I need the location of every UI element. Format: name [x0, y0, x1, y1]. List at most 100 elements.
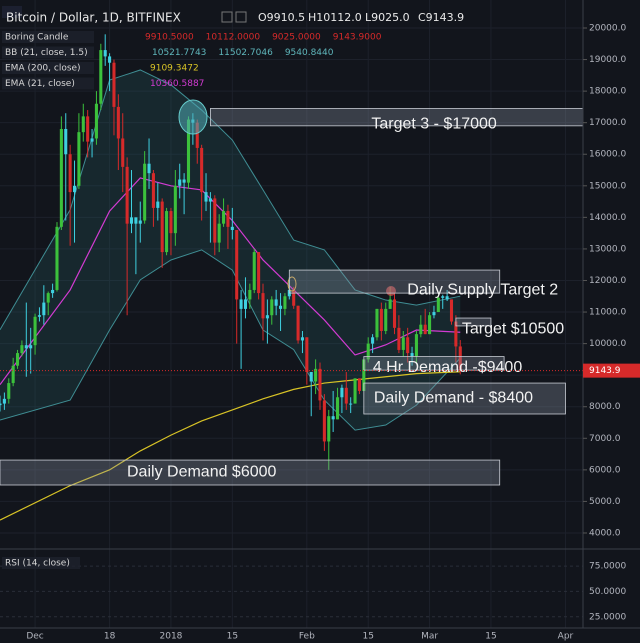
candle-body: [103, 50, 107, 57]
candle-body: [108, 56, 112, 63]
candle-body: [20, 345, 24, 354]
candle-body: [327, 416, 331, 442]
candle-body: [296, 305, 300, 341]
candle-body: [46, 293, 50, 303]
y-tick-label: 16000.0: [589, 150, 626, 160]
legend: Bitcoin / Dollar, 1D, BITFINEX O9910.5 H1…: [2, 6, 464, 90]
candle-body: [235, 229, 239, 300]
x-tick-label: 15: [485, 632, 496, 642]
zone: [363, 356, 505, 371]
y-tick-label: 20000.0: [589, 23, 626, 33]
zone-label: Target 3 - $17000: [371, 116, 497, 133]
candle-body: [419, 324, 423, 335]
candle-body: [305, 337, 309, 373]
zone-label: Daily Demand - $8400: [374, 389, 533, 406]
candle-body: [33, 316, 37, 346]
last-price-box: [583, 363, 640, 378]
axes: 4000.05000.06000.07000.08000.09000.01000…: [2, 23, 640, 642]
rsi-title: RSI (14, close): [5, 559, 70, 569]
candle-body: [388, 299, 392, 309]
candle-body: [2, 398, 6, 404]
candle-body: [375, 308, 379, 338]
candle-body: [147, 163, 151, 174]
candle-body: [432, 312, 436, 316]
candle-body: [86, 116, 90, 142]
annotations: Target 3 - $17000 Daily Supply Target 2 Ta…: [0, 108, 583, 486]
legend-bg: [2, 46, 94, 59]
candle-body: [156, 201, 160, 208]
candle-body: [143, 163, 147, 221]
x-tick-label: 15: [362, 632, 373, 642]
candle-body: [94, 103, 98, 139]
candle-body: [314, 368, 318, 382]
x-tick-label: 18: [104, 632, 116, 642]
candle-body: [11, 365, 15, 384]
zone: [0, 459, 501, 486]
candle-body: [186, 119, 191, 183]
zone-label: Target $10500: [462, 320, 564, 337]
legend-bg: [2, 77, 94, 90]
candle-body: [15, 353, 20, 366]
legend-value: 9109.3472: [150, 64, 199, 74]
y-tick-label: 12000.0: [589, 276, 626, 286]
rsi-tick-label: 25.0000: [589, 612, 626, 622]
highlight-circle: [287, 276, 297, 292]
zone: [210, 108, 583, 127]
candle-body: [77, 132, 81, 186]
candle-body: [414, 334, 418, 357]
candle-body: [112, 62, 116, 107]
candle-body: [134, 217, 138, 224]
candle-body: [169, 211, 173, 234]
x-tick-label: Dec: [26, 632, 43, 642]
candle-body: [362, 359, 366, 391]
candle-body: [357, 378, 361, 391]
candle-body: [397, 327, 401, 350]
candle-body: [353, 378, 357, 404]
x-tick-label: 15: [227, 632, 238, 642]
candle-body: [230, 226, 234, 230]
candle-body: [55, 226, 59, 290]
y-tick-label: 10000.0: [589, 339, 626, 349]
x-tick-label: Feb: [299, 632, 315, 642]
legend-value: 11502.7046: [218, 48, 273, 58]
candle-body: [59, 128, 63, 227]
candle-body: [270, 299, 274, 316]
candle-body: [309, 372, 313, 382]
rsi-tick-label: 50.0000: [589, 587, 626, 597]
indicator-line: [0, 177, 461, 385]
legend-value: 10112.0000: [206, 33, 261, 43]
candle-body: [265, 315, 269, 319]
x-tick-label: 2018: [160, 632, 183, 642]
candle-body: [410, 353, 414, 357]
icon: [235, 11, 247, 23]
candle-body: [90, 138, 94, 142]
candle-body: [138, 220, 142, 224]
candle-body: [213, 198, 217, 243]
candle-body: [283, 296, 287, 309]
zone: [288, 269, 501, 294]
y-tick-label: 13000.0: [589, 244, 626, 254]
candle-body: [371, 337, 375, 344]
y-tick-label: 8000.0: [589, 402, 621, 412]
candle-body: [454, 321, 458, 347]
candle-body: [428, 315, 432, 335]
candle-body: [406, 337, 410, 354]
candle-body: [344, 387, 348, 404]
x-tick-label: Apr: [558, 632, 574, 642]
candle-body: [274, 299, 278, 306]
candle-body: [449, 299, 454, 322]
legend-value: 9143.9000: [333, 33, 382, 43]
ohlc-value: O9910.5: [258, 11, 305, 24]
y-tick-label: 18000.0: [589, 87, 626, 97]
candle-body: [384, 308, 388, 331]
candle-body: [441, 296, 445, 298]
candle-body: [37, 315, 41, 317]
candle-body: [116, 106, 120, 139]
candle-body: [208, 198, 212, 202]
candle-body: [42, 302, 46, 316]
candle-body: [165, 211, 169, 253]
icon: [221, 11, 233, 23]
candle-body: [248, 289, 252, 300]
candle-body: [24, 345, 28, 349]
